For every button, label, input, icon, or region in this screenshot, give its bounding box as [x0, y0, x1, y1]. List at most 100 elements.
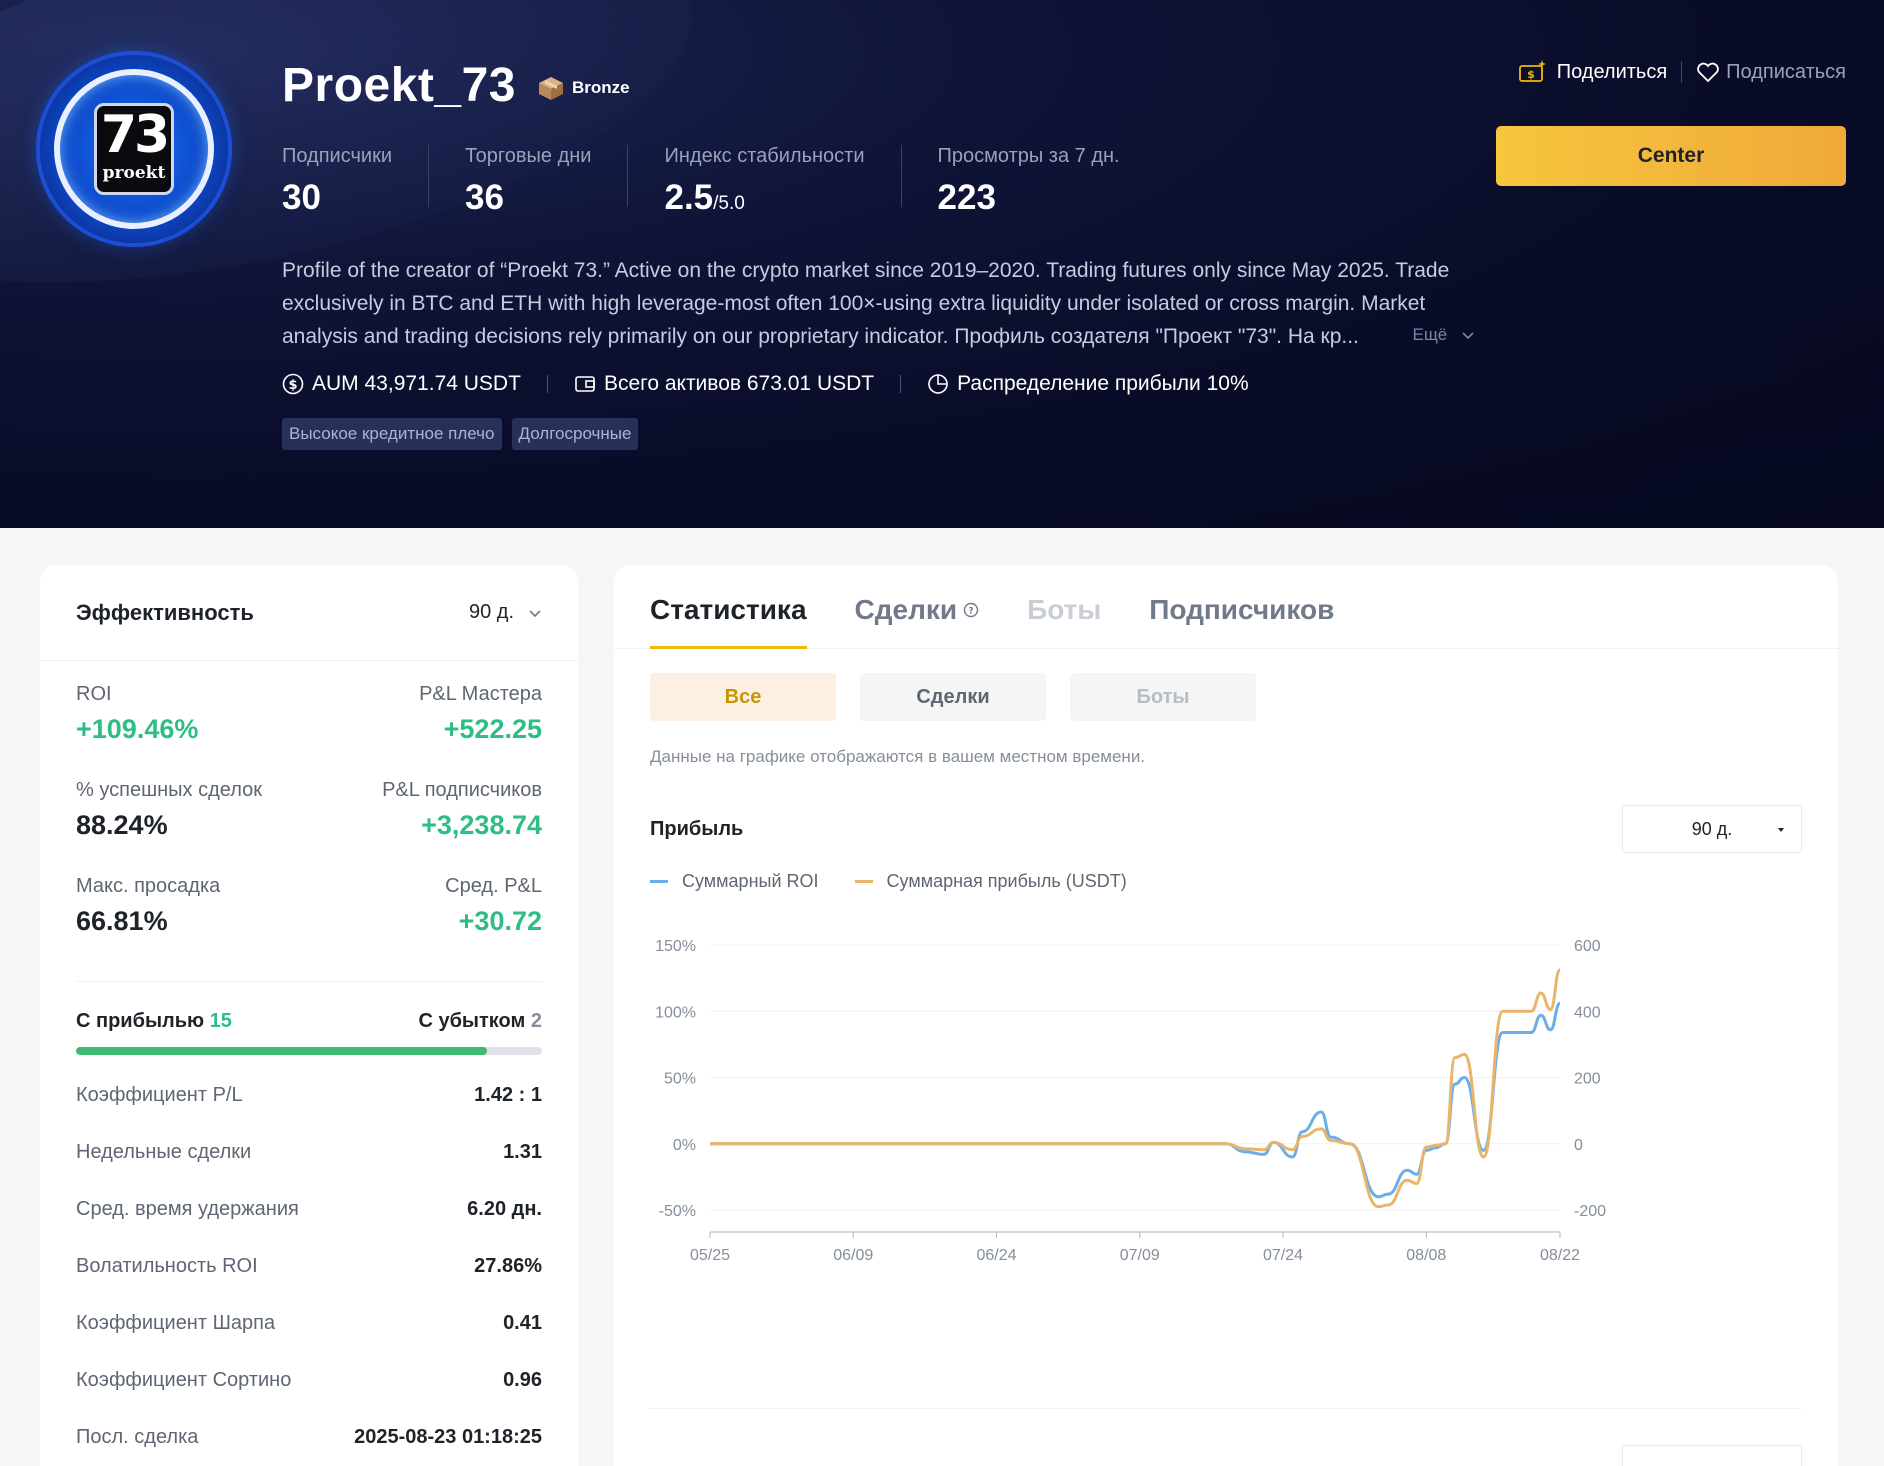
pie-chart-icon: [928, 374, 948, 394]
metric-profit-share: Распределение прибыли 10%: [927, 372, 1249, 396]
tab-subscribers[interactable]: Подписчиков: [1149, 594, 1335, 625]
second-period-select[interactable]: [1622, 1445, 1802, 1466]
detail-row: Коэффициент P/L 1.42 : 1: [76, 1084, 542, 1106]
stat-label: Подписчики: [282, 145, 393, 167]
x-tick-label: 07/09: [1120, 1247, 1160, 1264]
stat-value: 30: [282, 178, 321, 217]
x-tick-label: 08/08: [1406, 1247, 1446, 1264]
profile-tags: Высокое кредитное плечо Долгосрочные: [282, 418, 648, 450]
metric-win-rate: % успешных сделок 88.24%: [76, 779, 262, 840]
divider: [900, 375, 902, 393]
detail-row: Коэффициент Шарпа 0.41: [76, 1312, 542, 1334]
avatar-text: proekt: [102, 163, 166, 183]
chart-legend: Суммарный ROI Суммарная прибыль (USDT): [614, 853, 1838, 892]
filter-all-button[interactable]: Все: [650, 673, 836, 721]
x-tick-label: 05/25: [690, 1247, 730, 1264]
stat-trading-days: Торговые дни 36: [465, 145, 629, 216]
y-right-tick-label: 200: [1574, 1071, 1601, 1088]
stat-stability-index[interactable]: Индекс стабильности 2.5/5.0: [664, 145, 902, 216]
header-actions: $ Поделиться Подписаться: [1517, 58, 1846, 86]
tag-long-term: Долгосрочные: [511, 418, 639, 450]
profit-chart[interactable]: 150%100%50%0%-50%8006004002000-20005/250…: [614, 925, 1838, 1365]
badge-label: Bronze: [571, 77, 630, 97]
wallet-icon: [575, 376, 595, 392]
detail-row: Посл. сделка 2025-08-23 01:18:25: [76, 1426, 542, 1448]
performance-card: Эффективность 90 д. ROI +109.46% P&L Маст…: [40, 565, 578, 1466]
win-count: С прибылью 15: [76, 1010, 232, 1032]
x-tick-label: 06/24: [976, 1247, 1016, 1264]
metric-total-assets: Всего активов 673.01 USDT: [574, 372, 874, 396]
profit-section-header: Прибыль 90 д.: [614, 805, 1838, 853]
profile-stats: Подписчики 30 Торговые дни 36 Индекс ста…: [282, 145, 1192, 216]
share-button[interactable]: $ Поделиться: [1517, 58, 1667, 86]
chevron-down-icon: [1462, 332, 1474, 340]
filter-trades-button[interactable]: Сделки: [860, 673, 1046, 721]
stat-views: Просмотры за 7 дн. 223: [938, 145, 1156, 216]
metric-avg-pnl: Сред. P&L +30.72: [445, 875, 542, 936]
x-tick-label: 07/24: [1263, 1247, 1303, 1264]
svg-text:$: $: [288, 378, 297, 393]
performance-period-select[interactable]: 90 д.: [469, 601, 542, 624]
win-loss-summary: С прибылью 15 С убытком 2: [40, 982, 578, 1033]
bronze-box-icon: [538, 76, 563, 100]
share-label: Поделиться: [1556, 60, 1668, 83]
x-tick-label: 06/09: [833, 1247, 873, 1264]
stat-subscribers: Подписчики 30: [282, 145, 430, 216]
stat-label: Торговые дни: [465, 145, 592, 167]
dollar-icon: $: [282, 373, 304, 395]
profile-name: Proekt_73: [282, 59, 516, 112]
divider: [76, 981, 542, 982]
y-left-tick-label: -50%: [659, 1203, 696, 1220]
name-row: Proekt_73 Bronze: [282, 58, 630, 113]
help-icon[interactable]: ?: [963, 602, 979, 618]
y-right-tick-label: 600: [1574, 938, 1601, 955]
y-right-tick-label: -200: [1574, 1203, 1606, 1220]
y-right-tick-label: 400: [1574, 1004, 1601, 1021]
win-bar-fill: [76, 1047, 487, 1055]
y-left-tick-label: 50%: [664, 1071, 696, 1088]
divider: [650, 1408, 1802, 1409]
share-gift-icon: $: [1518, 60, 1546, 82]
metrics-row: % успешных сделок 88.24% P&L подписчиков +…: [76, 779, 542, 875]
level-badge[interactable]: Bronze: [536, 75, 630, 101]
legend-roi[interactable]: Суммарный ROI: [650, 871, 819, 892]
profit-share-value: Распределение прибыли 10%: [957, 372, 1249, 395]
bio-more-link[interactable]: Ещё: [1412, 318, 1474, 351]
metric-aum: $ AUM 43,971.74 USDT: [282, 372, 521, 396]
profile-header: 73 proekt Proekt_73 Bronze Подписчики 30…: [0, 0, 1884, 528]
detail-row: Волатильность ROI 27.86%: [76, 1255, 542, 1277]
metric-roi: ROI +109.46%: [76, 683, 199, 744]
metrics-row: ROI +109.46% P&L Мастера +522.25: [76, 683, 542, 779]
legend-swatch: [854, 880, 873, 883]
metric-subscribers-pnl: P&L подписчиков +3,238.74: [382, 779, 542, 840]
timezone-note: Данные на графике отображаются в вашем м…: [650, 747, 1146, 766]
loss-count: С убытком 2: [418, 1010, 542, 1032]
avatar: 73 proekt: [40, 55, 228, 243]
legend-profit[interactable]: Суммарная прибыль (USDT): [854, 871, 1127, 892]
stat-label: Индекс стабильности: [664, 145, 865, 167]
follow-button[interactable]: Подписаться: [1696, 61, 1846, 84]
metric-master-pnl: P&L Мастера +522.25: [419, 683, 542, 744]
y-left-tick-label: 0%: [673, 1137, 696, 1154]
series-line-roi: [710, 1001, 1561, 1199]
stats-tabs: Статистика Сделки ? Боты Подписчиков: [614, 565, 1838, 649]
detail-row: Недельные сделки 1.31: [76, 1141, 542, 1163]
tab-statistics[interactable]: Статистика: [650, 594, 807, 649]
svg-text:?: ?: [968, 607, 973, 617]
performance-title: Эффективность: [76, 599, 254, 625]
profile-bio: Profile of the creator of “Proekt 73.” A…: [282, 254, 1482, 353]
metric-max-drawdown: Макс. просадка 66.81%: [76, 875, 221, 936]
profit-title: Прибыль: [650, 817, 744, 840]
avatar-ring: [54, 69, 214, 229]
y-left-tick-label: 100%: [655, 1004, 696, 1021]
total-assets-value: Всего активов 673.01 USDT: [603, 372, 875, 395]
legend-swatch: [650, 880, 668, 883]
detail-row: Сред. время удержания 6.20 дн.: [76, 1198, 542, 1220]
stat-value: 223: [937, 178, 996, 217]
tab-trades[interactable]: Сделки ?: [855, 594, 980, 648]
x-tick-label: 08/22: [1540, 1247, 1580, 1264]
center-button[interactable]: Center: [1496, 126, 1846, 186]
divider: [1681, 61, 1683, 83]
profit-period-select[interactable]: 90 д.: [1622, 805, 1802, 853]
y-left-tick-label: 150%: [655, 938, 696, 955]
